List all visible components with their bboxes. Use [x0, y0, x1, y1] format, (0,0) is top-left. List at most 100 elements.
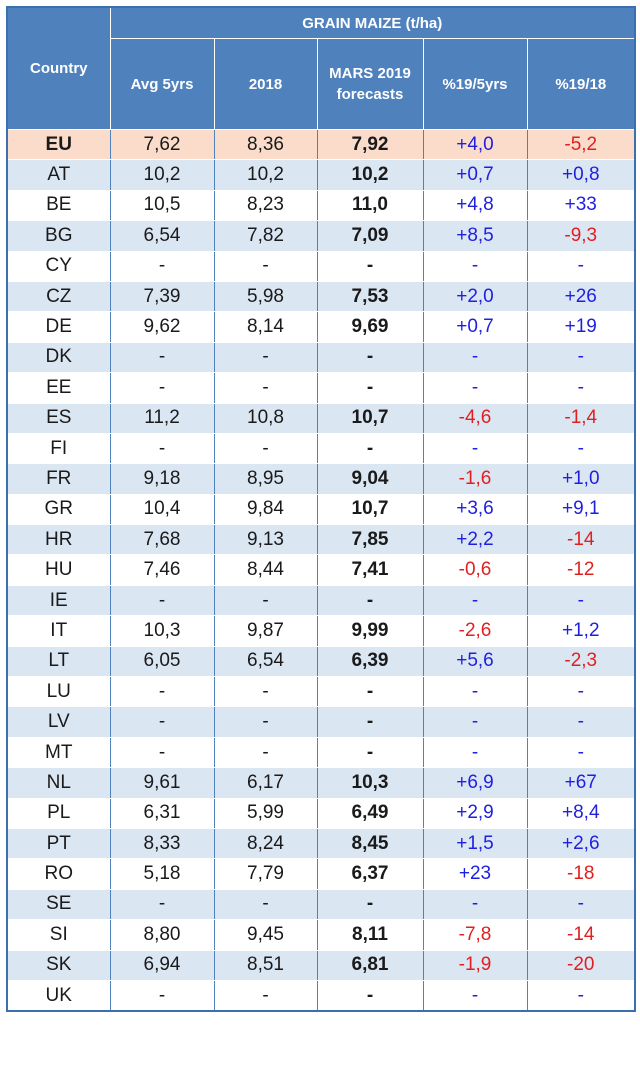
pct-vs-2018-cell: +67 [526, 767, 636, 799]
forecast-2019-cell: 9,69 [316, 311, 424, 343]
year-2018-cell: 5,99 [213, 797, 318, 829]
pct-vs-5yrs-cell: +6,9 [422, 767, 528, 799]
forecast-2019-cell: 10,2 [316, 159, 424, 191]
avg-5yrs-cell: 7,46 [109, 554, 215, 586]
pct-vs-2018-cell: +9,1 [526, 493, 636, 526]
pct-vs-2018-cell: - [526, 250, 636, 282]
year-2018-cell: - [213, 341, 318, 374]
pct-vs-5yrs-cell: -1,6 [422, 463, 528, 495]
grain-maize-yield-table: Country GRAIN MAIZE (t/ha) Avg 5yrs 2018… [6, 6, 637, 1013]
table-row: FI - - - - - [6, 432, 636, 465]
avg-5yrs-cell: 7,68 [109, 524, 215, 556]
country-cell: ES [6, 402, 111, 434]
table-header: Country GRAIN MAIZE (t/ha) Avg 5yrs 2018… [6, 6, 636, 130]
forecast-2019-cell: 11,0 [316, 189, 424, 222]
year-2018-cell: 7,82 [213, 220, 318, 252]
avg-5yrs-cell: 8,33 [109, 827, 215, 860]
pct-vs-2018-cell: +33 [526, 189, 636, 222]
pct-vs-2018-cell: - [526, 706, 636, 738]
forecast-2019-cell: 6,49 [316, 797, 424, 829]
pct-vs-2018-cell: -14 [526, 919, 636, 951]
table-row: PT 8,33 8,24 8,45 +1,5 +2,6 [6, 827, 636, 860]
mars-2019-forecast-column-header: MARS 2019 forecasts [316, 38, 424, 130]
year-2018-cell: 8,23 [213, 189, 318, 222]
forecast-2019-cell: 10,7 [316, 493, 424, 526]
pct-vs-5yrs-cell: +0,7 [422, 311, 528, 343]
pct-vs-2018-cell: -1,4 [526, 402, 636, 434]
avg-5yrs-cell: 11,2 [109, 402, 215, 434]
year-2018-cell: 10,8 [213, 402, 318, 434]
forecast-2019-cell: 8,11 [316, 919, 424, 951]
table-row: IT 10,3 9,87 9,99 -2,6 +1,2 [6, 615, 636, 647]
avg-5yrs-cell: 10,3 [109, 615, 215, 647]
country-cell: IE [6, 584, 111, 617]
table-row: ES 11,2 10,8 10,7 -4,6 -1,4 [6, 402, 636, 434]
year-2018-cell: 6,17 [213, 767, 318, 799]
forecast-2019-cell: 7,09 [316, 220, 424, 252]
forecast-2019-cell: 10,3 [316, 767, 424, 799]
year-2018-column-header: 2018 [213, 38, 318, 130]
pct-vs-5yrs-cell: +1,5 [422, 827, 528, 860]
pct-vs-5yrs-cell: +23 [422, 858, 528, 890]
avg-5yrs-cell: 10,4 [109, 493, 215, 526]
country-cell: EE [6, 372, 111, 404]
year-2018-cell: 6,54 [213, 645, 318, 678]
year-2018-cell: - [213, 706, 318, 738]
year-2018-cell: 10,2 [213, 159, 318, 191]
pct-vs-5yrs-cell: +4,8 [422, 189, 528, 222]
pct-vs-2018-cell: -12 [526, 554, 636, 586]
country-cell: HU [6, 554, 111, 586]
country-cell: SI [6, 919, 111, 951]
year-2018-cell: 9,13 [213, 524, 318, 556]
country-cell: EU [6, 128, 111, 161]
pct-vs-5yrs-cell: - [422, 736, 528, 769]
pct-vs-5yrs-cell: - [422, 432, 528, 465]
table-body: EU 7,62 8,36 7,92 +4,0 -5,2 AT 10,2 10,2 10,2 +0,7… [6, 128, 636, 1012]
avg-5yrs-cell: 6,94 [109, 949, 215, 981]
country-cell: HR [6, 524, 111, 556]
pct-vs-5yrs-cell: +4,0 [422, 128, 528, 161]
mars-header-line1: MARS 2019 [329, 65, 411, 82]
year-2018-cell: 8,36 [213, 128, 318, 161]
forecast-2019-cell: 9,04 [316, 463, 424, 495]
pct-vs-2018-cell: +1,2 [526, 615, 636, 647]
country-cell: CZ [6, 280, 111, 313]
forecast-2019-cell: - [316, 584, 424, 617]
year-2018-cell: - [213, 979, 318, 1012]
pct-vs-5yrs-cell: -0,6 [422, 554, 528, 586]
avg-5yrs-cell: - [109, 736, 215, 769]
year-2018-cell: 8,51 [213, 949, 318, 981]
avg-5yrs-cell: 9,62 [109, 311, 215, 343]
forecast-2019-cell: - [316, 676, 424, 708]
pct-vs-2018-cell: - [526, 341, 636, 374]
pct-vs-2018-cell: -2,3 [526, 645, 636, 678]
forecast-2019-cell: - [316, 979, 424, 1012]
forecast-2019-cell: - [316, 250, 424, 282]
table-row: HU 7,46 8,44 7,41 -0,6 -12 [6, 554, 636, 586]
forecast-2019-cell: - [316, 706, 424, 738]
forecast-2019-cell: 7,41 [316, 554, 424, 586]
grain-maize-group-header: GRAIN MAIZE (t/ha) [109, 6, 636, 39]
pct-vs-5yrs-cell: -4,6 [422, 402, 528, 434]
pct-vs-2018-cell: - [526, 372, 636, 404]
table-row: SK 6,94 8,51 6,81 -1,9 -20 [6, 949, 636, 981]
forecast-2019-cell: 9,99 [316, 615, 424, 647]
forecast-2019-cell: 6,39 [316, 645, 424, 678]
country-cell: PL [6, 797, 111, 829]
country-cell: DE [6, 311, 111, 343]
country-column-header: Country [6, 6, 111, 130]
pct-vs-2018-cell: +0,8 [526, 159, 636, 191]
country-cell: MT [6, 736, 111, 769]
country-cell: BG [6, 220, 111, 252]
table-row: RO 5,18 7,79 6,37 +23 -18 [6, 858, 636, 890]
year-2018-cell: - [213, 676, 318, 708]
table-row: IE - - - - - [6, 584, 636, 617]
country-cell: UK [6, 979, 111, 1012]
year-2018-cell: - [213, 250, 318, 282]
avg-5yrs-cell: - [109, 706, 215, 738]
pct-vs-5yrs-cell: +5,6 [422, 645, 528, 678]
pct-vs-5yrs-cell: +0,7 [422, 159, 528, 191]
year-2018-cell: - [213, 584, 318, 617]
country-cell: IT [6, 615, 111, 647]
forecast-2019-cell: 7,92 [316, 128, 424, 161]
